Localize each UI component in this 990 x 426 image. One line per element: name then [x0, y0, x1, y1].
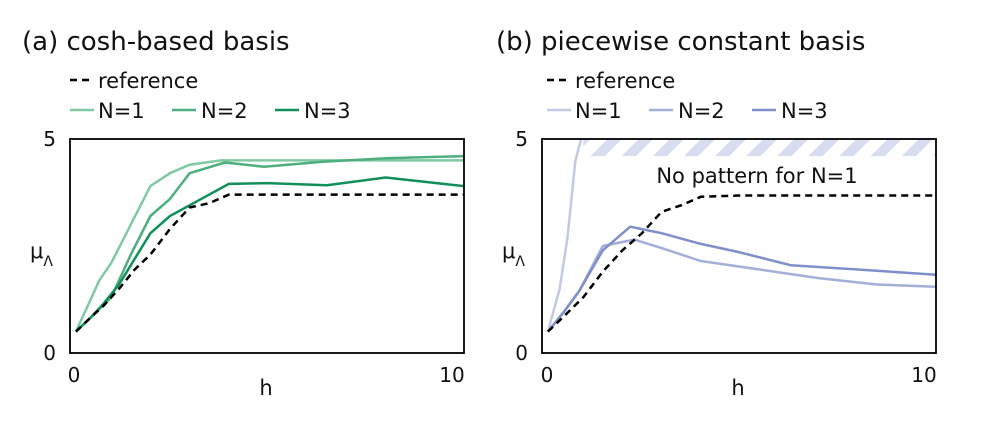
legend-a-reference-label: reference: [98, 69, 198, 93]
panel-a-plot-area: [74, 154, 464, 333]
panel-a-series-n-3: [75, 176, 464, 333]
panel-a-xlabel: h: [259, 376, 272, 400]
panel-b-ytick-5: 5: [515, 127, 528, 151]
legend-b-n3-label: N=3: [781, 99, 828, 123]
panel-b-series-reference: [547, 194, 936, 333]
panel-a-xtick-10: 10: [439, 363, 464, 387]
panel-a-series-reference: [75, 193, 464, 333]
panel-b-ylabel: μΛ: [502, 239, 525, 270]
panel-b-series-n-3: [546, 225, 936, 333]
panel-b-ylabel-sub: Λ: [515, 254, 525, 270]
panel-b-plot-area: [546, 139, 936, 333]
panel-a-ytick-5: 5: [43, 127, 56, 151]
panel-b-xlabel: h: [731, 376, 744, 400]
legend-b-n1-label: N=1: [575, 99, 622, 123]
legend-a-n3-label: N=3: [304, 99, 351, 123]
panel-b-ytick-0: 0: [515, 341, 528, 365]
panel-a-frame: [69, 138, 465, 354]
panel-a-xtick-0: 0: [68, 363, 81, 387]
panel-a-ylabel-sub: Λ: [43, 254, 53, 270]
panel-a-title: (a) cosh-based basis: [22, 27, 290, 57]
panel-b-xtick-10: 10: [911, 363, 936, 387]
panel-b-hatch-band: [583, 139, 936, 157]
panel-b-legend: reference N=1 N=2 N=3: [547, 69, 828, 123]
panel-b-title: (b) piecewise constant basis: [496, 27, 865, 57]
legend-a-n2-label: N=2: [201, 99, 248, 123]
legend-a-n1-label: N=1: [98, 99, 145, 123]
legend-b-reference-label: reference: [575, 69, 675, 93]
panel-b-xtick-0: 0: [541, 363, 554, 387]
legend-b-n2-label: N=2: [678, 99, 725, 123]
panel-a-ylabel-main: μ: [30, 239, 43, 263]
panel-b-frame: [541, 138, 937, 354]
panel-b-annotation: No pattern for N=1: [656, 164, 857, 188]
panel-b: (b) piecewise constant basis reference N…: [496, 27, 937, 400]
panel-a-ylabel: μΛ: [30, 239, 53, 270]
panel-b-ylabel-main: μ: [502, 239, 515, 263]
panel-a-series-n-2: [75, 154, 464, 333]
panel-a-ytick-0: 0: [43, 341, 56, 365]
panel-b-series-n-1: [546, 139, 583, 332]
panel-a: (a) cosh-based basis reference N=1 N=2 N…: [22, 27, 465, 400]
panel-a-legend: reference N=1 N=2 N=3: [70, 69, 351, 123]
